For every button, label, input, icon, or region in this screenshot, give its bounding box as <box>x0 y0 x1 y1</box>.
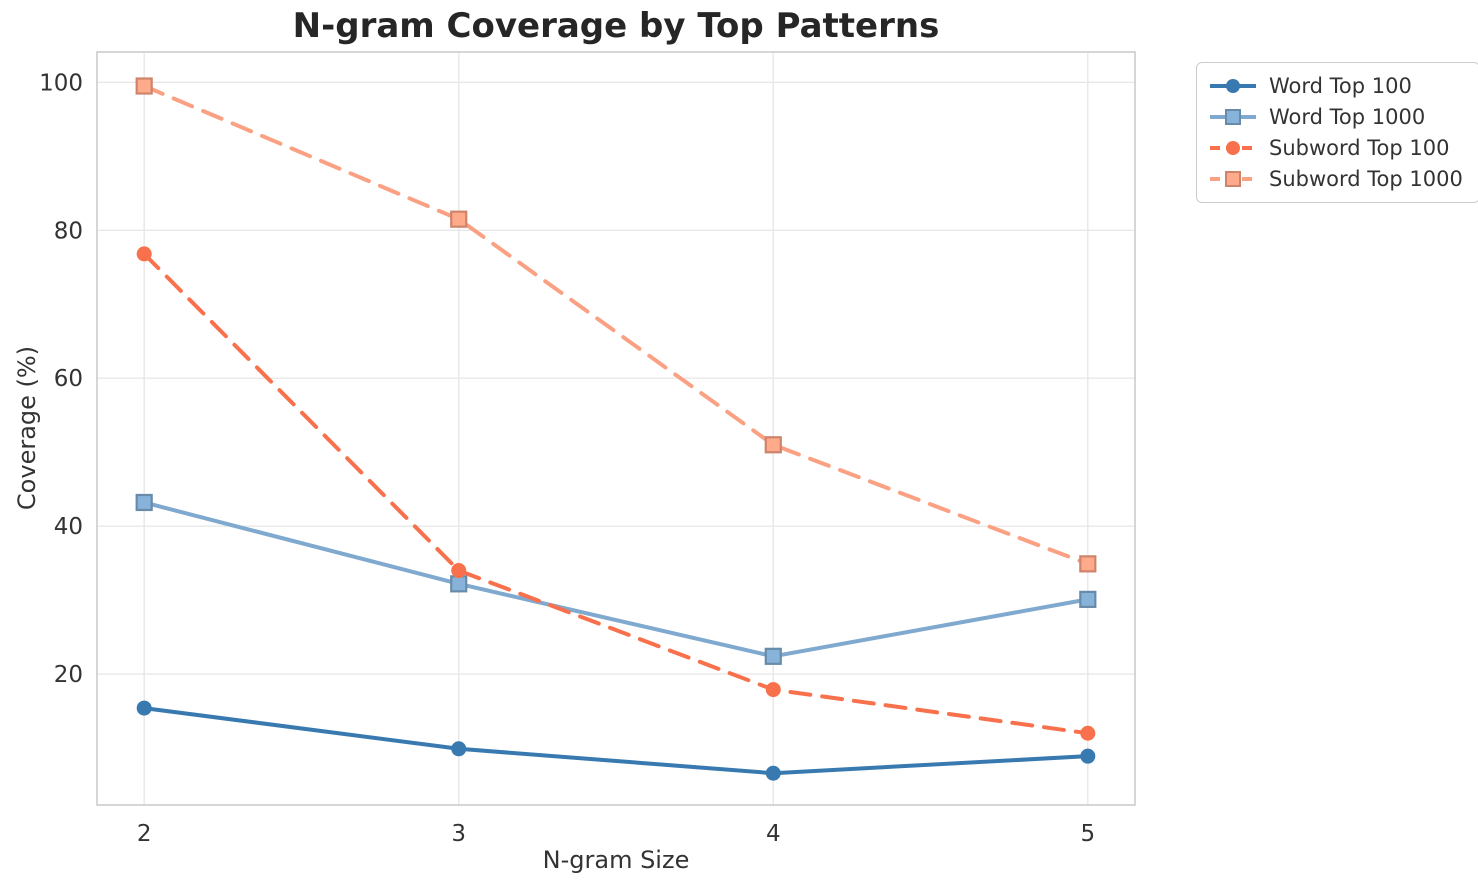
legend-item-label: Subword Top 100 <box>1269 136 1450 160</box>
marker-circle <box>1080 748 1096 764</box>
series-line-word-top-100 <box>142 706 1090 776</box>
marker-square <box>1079 590 1097 608</box>
marker-circle <box>765 682 781 698</box>
marker-square <box>450 575 468 593</box>
y-tick-label: 80 <box>54 218 83 244</box>
x-tick-label: 2 <box>137 821 152 847</box>
chart-title: N-gram Coverage by Top Patterns <box>292 6 940 46</box>
legend-item-label: Word Top 1000 <box>1269 105 1426 129</box>
y-tick-label: 60 <box>54 366 83 392</box>
legend-item-label: Subword Top 1000 <box>1269 167 1463 191</box>
marker-circle <box>1080 725 1096 741</box>
y-tick-label: 20 <box>54 662 83 688</box>
marker-square <box>135 77 153 95</box>
marker-circle <box>136 246 152 262</box>
legend-item-subword-top-100: Subword Top 100 <box>1209 134 1463 162</box>
plot-border <box>96 51 1136 806</box>
x-tick-label: 3 <box>451 821 466 847</box>
marker-square <box>450 210 468 228</box>
legend: Word Top 100 Word Top 1000 Subword Top 100… <box>1196 62 1478 203</box>
series-line-subword-top-100 <box>142 251 1090 736</box>
legend-item-subword-top-1000: Subword Top 1000 <box>1209 165 1463 193</box>
legend-item-label: Word Top 100 <box>1269 74 1412 98</box>
legend-line-square-icon <box>1210 109 1256 125</box>
marker-square <box>764 436 782 454</box>
marker-square <box>1079 555 1097 573</box>
x-tick-label: 5 <box>1080 821 1095 847</box>
legend-item-word-top-1000: Word Top 1000 <box>1209 103 1463 131</box>
marker-square <box>135 493 153 512</box>
marker-circle <box>451 741 467 757</box>
series-line-subword-top-1000 <box>142 84 1090 566</box>
marker-circle <box>765 765 781 781</box>
x-tick-label: 4 <box>766 821 781 847</box>
marker-square <box>764 647 782 665</box>
marker-circle <box>136 700 152 716</box>
marker-circle <box>451 563 467 579</box>
legend-line-circle-icon <box>1210 141 1256 155</box>
x-axis-label: N-gram Size <box>542 846 690 874</box>
y-tick-label: 100 <box>39 70 83 96</box>
y-tick-label: 40 <box>54 514 83 540</box>
legend-line-square-icon <box>1210 171 1256 187</box>
series-line-word-top-1000 <box>142 500 1090 659</box>
legend-line-circle-icon <box>1210 79 1256 93</box>
legend-item-word-top-100: Word Top 100 <box>1209 72 1463 100</box>
